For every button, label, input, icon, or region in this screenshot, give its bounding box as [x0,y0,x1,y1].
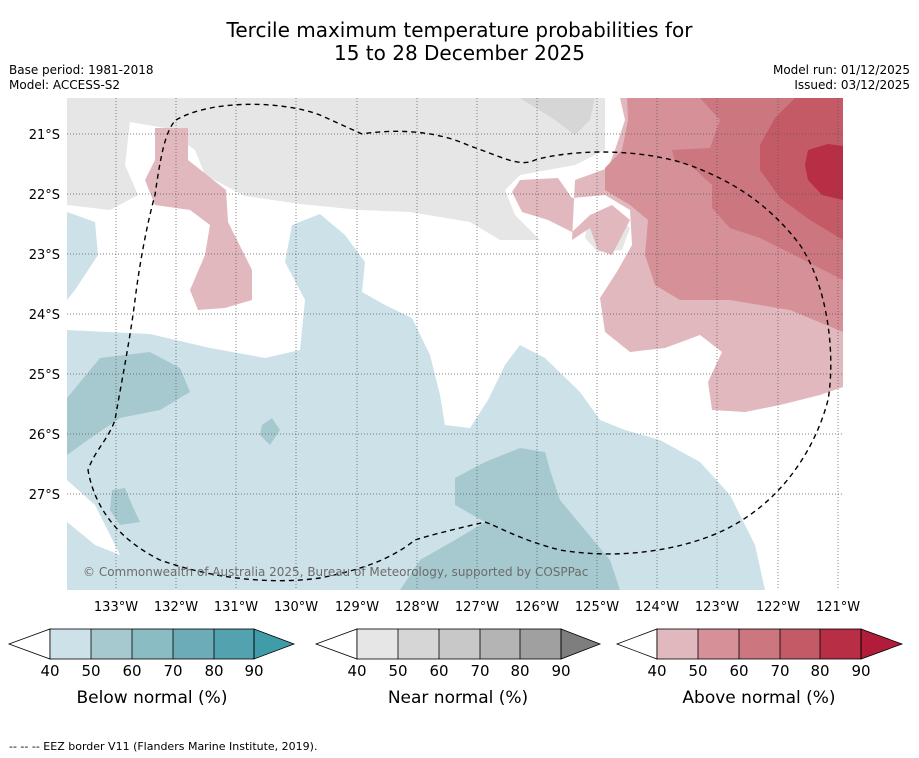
colorbar-tick: 80 [810,662,829,680]
above-normal-regions [145,98,843,412]
lon-label: 129°W [335,600,379,615]
colorbar-near-normal: 40 50 60 70 80 90 Near normal (%) [314,628,602,708]
lon-label: 125°W [575,600,619,615]
lat-labels: 21°S 22°S 23°S 24°S 25°S 26°S 27°S [29,128,60,503]
colorbar-segment [780,629,820,659]
lon-label: 131°W [214,600,258,615]
below-normal-region-dark-west [67,352,190,455]
lon-label: 122°W [756,600,800,615]
colorbar-segment [739,629,780,659]
below-normal-region-dark-small [110,488,140,525]
lon-label: 127°W [455,600,499,615]
colorbar-tick: 40 [347,662,366,680]
colorbar-tick: 90 [244,662,263,680]
colorbar-title: Above normal (%) [682,688,835,708]
above-normal-region-80 [805,144,843,200]
lon-label: 121°W [816,600,860,615]
colorbar-tick: 70 [163,662,182,680]
colorbar-tick: 50 [388,662,407,680]
colorbar-max-arrow [560,628,602,660]
colorbar-min-arrow [314,628,358,660]
eez-footnote: -- -- -- EEZ border V11 (Flanders Marine… [9,740,318,753]
colorbar-above-normal: 40 50 60 70 80 90 Above normal (%) [615,628,904,708]
title-line-1: Tercile maximum temperature probabilitie… [226,18,693,42]
below-normal-regions [67,212,765,590]
lon-label: 124°W [635,600,679,615]
colorbar-tick: 60 [429,662,448,680]
lat-label: 22°S [29,188,60,203]
colorbar-tick: 80 [510,662,529,680]
colorbar-title: Near normal (%) [388,688,528,708]
colorbar-segment [50,629,91,659]
colorbar-tick: 90 [551,662,570,680]
lon-label: 133°W [94,600,138,615]
colorbar-tick: 70 [770,662,789,680]
lon-labels: 133°W 132°W 131°W 130°W 129°W 128°W 127°… [94,600,860,615]
colorbar-max-arrow [253,628,296,660]
colorbar-below-normal: 40 50 60 70 80 90 Below normal (%) [7,628,296,708]
colorbar-tick: 80 [204,662,223,680]
title-line-2: 15 to 28 December 2025 [333,41,585,65]
colorbar-segment [657,629,698,659]
base-period: Base period: 1981-2018 [9,63,154,77]
model-name: Model: ACCESS-S2 [9,78,121,92]
lat-label: 24°S [29,308,60,323]
colorbar-segment [132,629,173,659]
colorbar-segment [357,629,398,659]
map-title: Tercile maximum temperature probabilitie… [0,19,919,65]
colorbar-segment [91,629,132,659]
graticule [67,98,843,590]
meta-right: Model run: 01/12/2025 Issued: 03/12/2025 [773,63,910,93]
lat-label: 26°S [29,428,60,443]
colorbar-min-arrow [7,628,51,660]
above-normal-region-40-west [145,128,252,310]
lon-label: 126°W [515,600,559,615]
colorbar-segment [398,629,439,659]
colorbar-tick: 70 [470,662,489,680]
colorbar-title: Below normal (%) [77,688,228,708]
below-normal-region-main [67,212,765,590]
colorbar-tick: 90 [851,662,870,680]
below-normal-region-dark-patch [260,418,280,445]
lon-label: 123°W [695,600,739,615]
lat-label: 21°S [29,128,60,143]
eez-border-west [87,103,832,582]
model-run: Model run: 01/12/2025 [772,63,910,77]
colorbar-segment [439,629,480,659]
lon-label: 130°W [274,600,318,615]
colorbar-tick: 60 [122,662,141,680]
colorbar-tick: 50 [688,662,707,680]
colorbar-tick: 60 [729,662,748,680]
colorbar-segment [820,629,861,659]
lon-label: 128°W [395,600,439,615]
colorbar-segment [520,629,561,659]
issued-date: Issued: 03/12/2025 [794,78,910,92]
colorbar-tick: 50 [81,662,100,680]
meta-left: Base period: 1981-2018 Model: ACCESS-S2 [9,63,154,93]
lat-label: 25°S [29,368,60,383]
lat-label: 23°S [29,248,60,263]
near-normal-region-north-dark [520,98,595,135]
colorbar-segment [214,629,254,659]
colorbar-tick: 40 [647,662,666,680]
below-normal-region-dark-south [400,448,620,590]
colorbar-min-arrow [615,628,658,660]
colorbar-segment [173,629,214,659]
lat-label: 27°S [29,488,60,503]
above-normal-region-70 [760,98,843,240]
colorbar-tick: 40 [40,662,59,680]
near-normal-region-north [67,98,605,240]
colorbar-segment [480,629,520,659]
map-plot-area: © Commonwealth of Australia 2025, Bureau… [67,98,843,590]
map-copyright: © Commonwealth of Australia 2025, Bureau… [83,565,588,579]
colorbar-max-arrow [860,628,904,660]
lon-label: 132°W [154,600,198,615]
colorbar-segment [698,629,739,659]
